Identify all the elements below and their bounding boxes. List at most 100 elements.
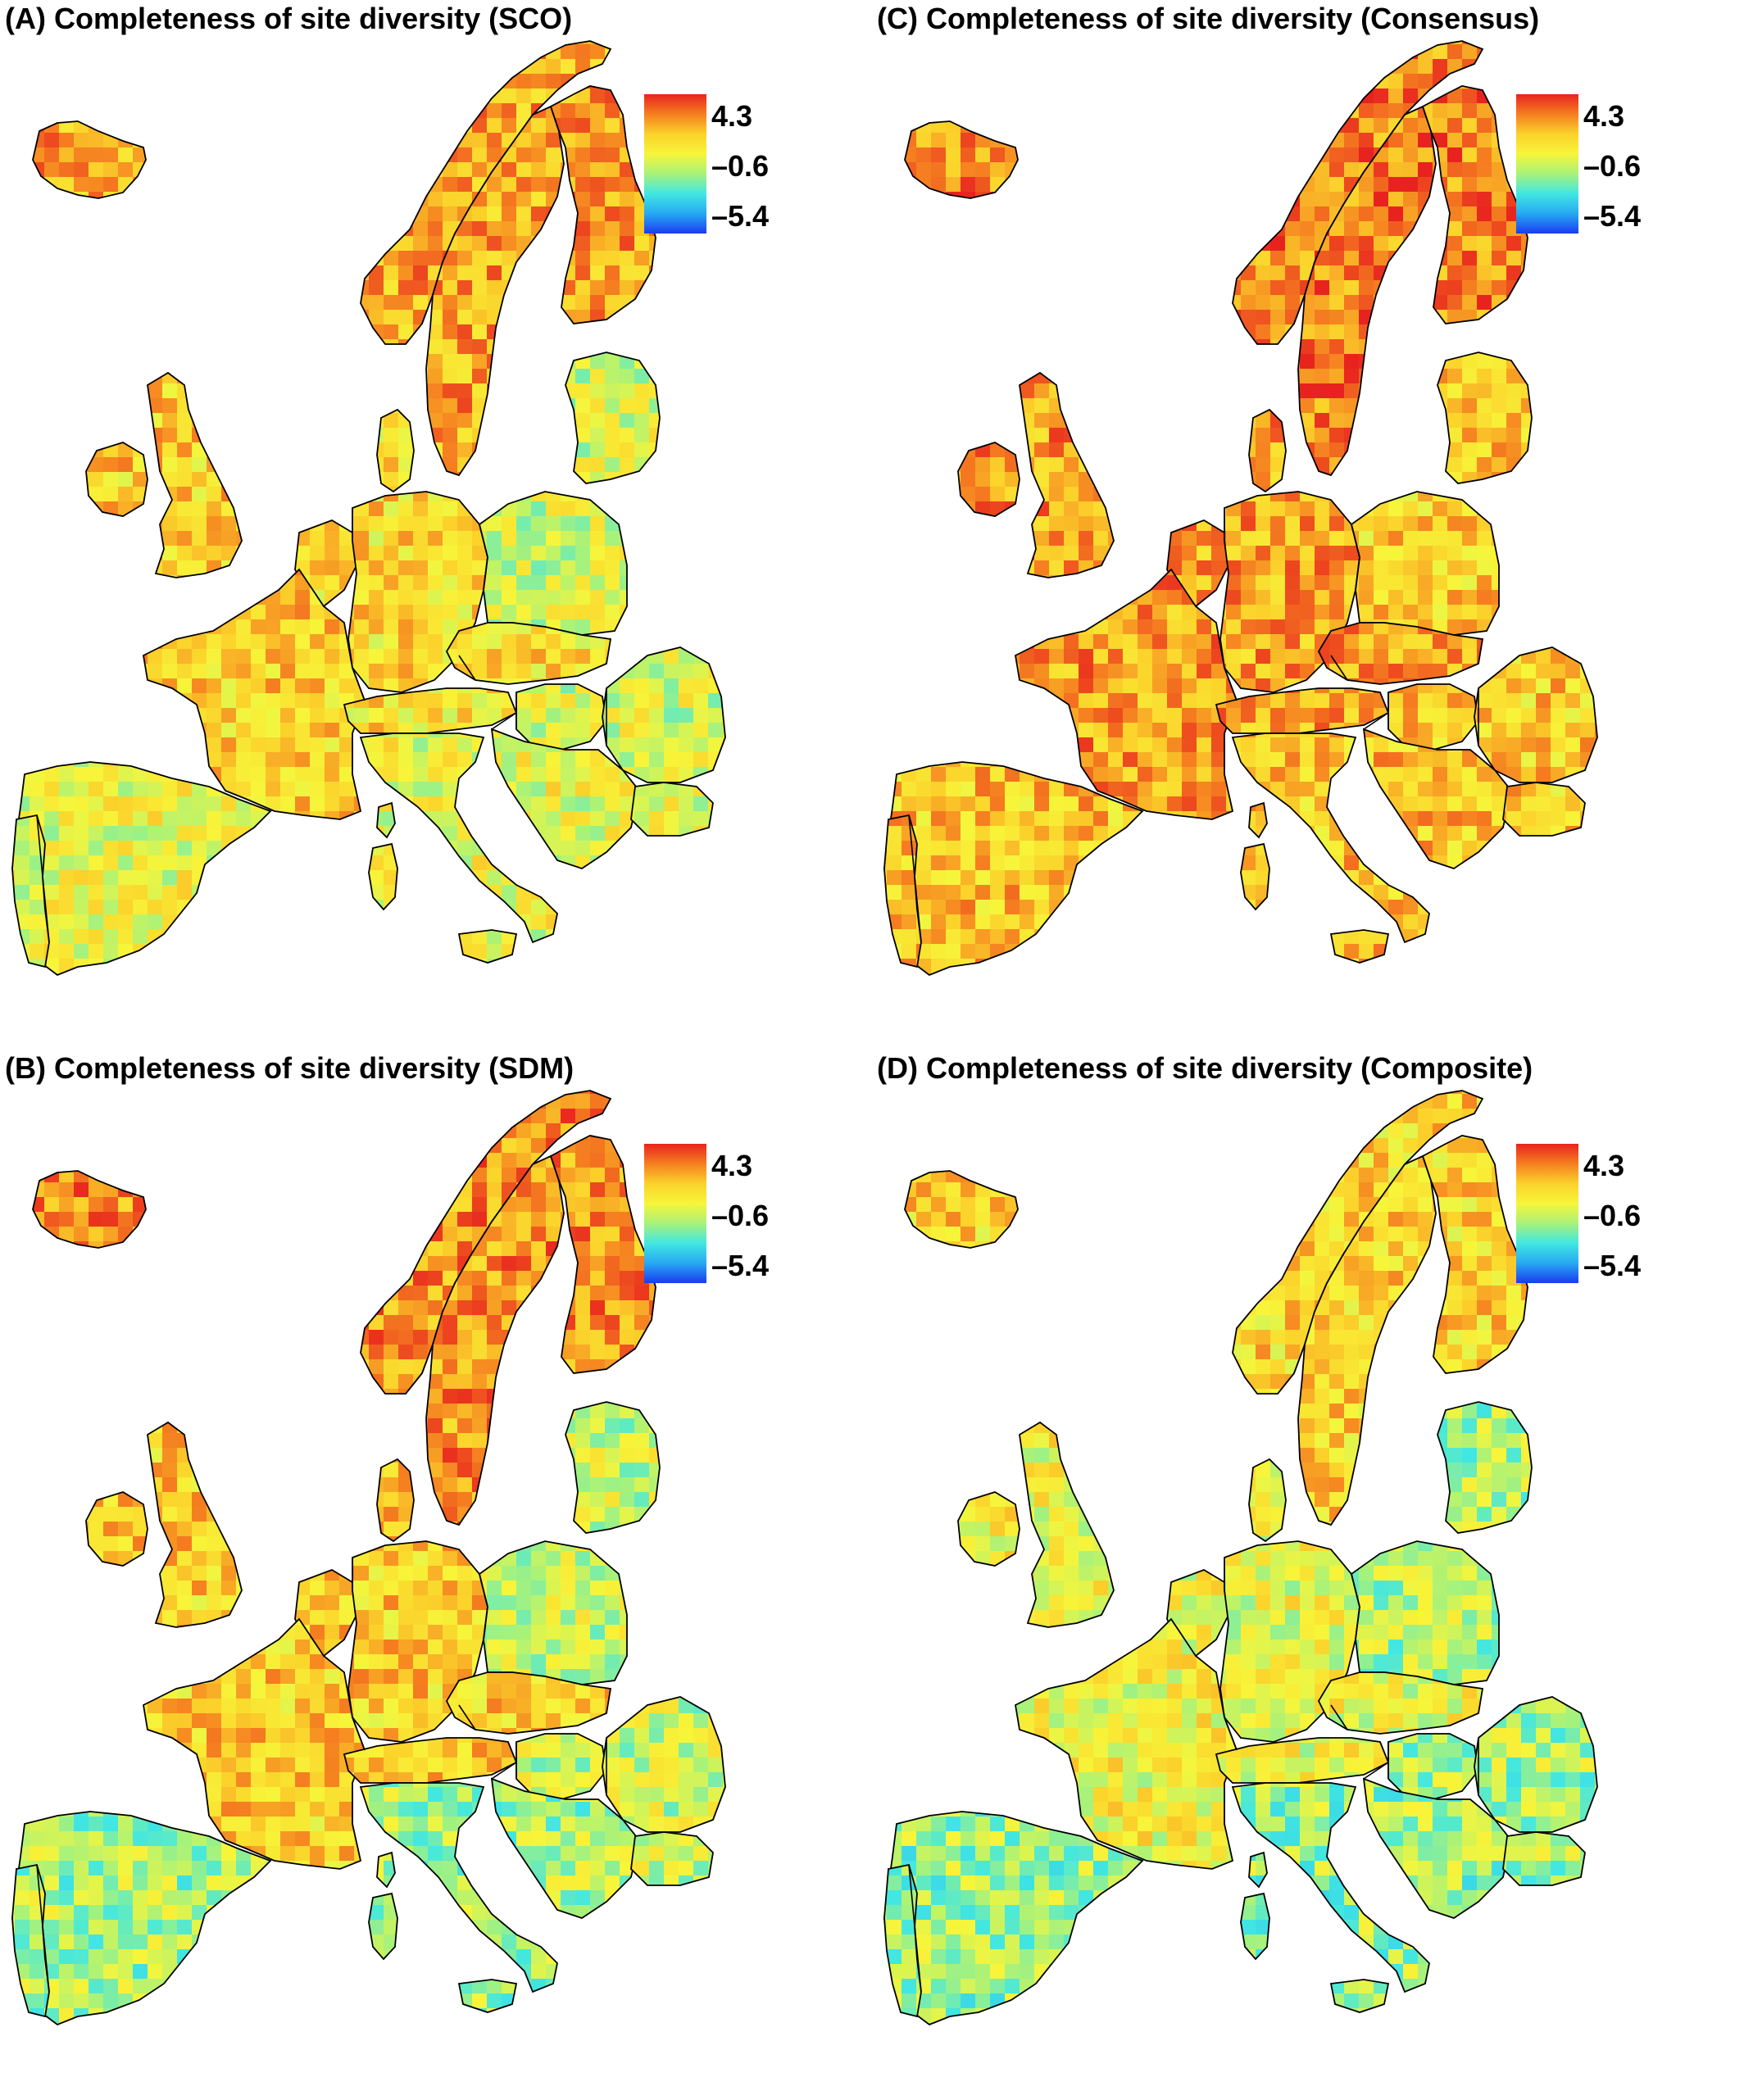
- border-france: [1015, 568, 1238, 820]
- europe-map: [11, 1090, 726, 2026]
- border-switzerland-austria: [343, 1737, 518, 1784]
- colorbar-label: –0.6: [711, 1199, 770, 1232]
- border-baltics: [1437, 1401, 1533, 1534]
- region-iceland: [33, 1171, 146, 1248]
- border-baltics: [565, 352, 661, 484]
- region-sicily: [459, 930, 516, 963]
- region-iceland: [33, 121, 146, 198]
- border-finland: [549, 1135, 656, 1374]
- region-baltics: [1437, 1402, 1532, 1533]
- panel-b: (B) Completeness of site diversity (SDM)…: [0, 1050, 872, 2099]
- colorbar-label: –5.4: [1583, 1249, 1642, 1282]
- border-switzerland-austria: [1215, 1737, 1390, 1784]
- border-great-britain: [147, 371, 243, 578]
- border-great-britain: [1019, 1421, 1115, 1628]
- colorbar-gradient: [1516, 1144, 1578, 1283]
- colorbar-label: 4.3: [1583, 99, 1625, 133]
- border-italy: [1231, 733, 1430, 944]
- region-baltics: [565, 352, 660, 483]
- border-france: [143, 1617, 366, 1870]
- border-denmark: [1248, 408, 1287, 493]
- border-czech-slovakia: [445, 1671, 612, 1735]
- colorbar-label: 4.3: [1583, 1149, 1625, 1182]
- border-czech-slovakia: [445, 622, 612, 685]
- colorbar-label: 4.3: [711, 99, 753, 133]
- region-switzerland-austria: [344, 1738, 516, 1783]
- border-ireland: [957, 442, 1020, 517]
- border-bulgaria: [1502, 782, 1586, 837]
- region-poland: [479, 1541, 627, 1685]
- border-hungary: [1387, 683, 1479, 751]
- country-border: [352, 1717, 366, 1751]
- border-ireland: [957, 1491, 1020, 1567]
- country-border: [1224, 1717, 1238, 1751]
- border-ireland: [85, 442, 148, 517]
- country-border: [36, 814, 50, 943]
- country-border: [405, 294, 434, 345]
- border-poland: [478, 491, 628, 636]
- europe-map: [11, 40, 726, 977]
- border-iceland: [904, 1170, 1019, 1249]
- colorbar-label: –0.6: [711, 149, 770, 183]
- border-sardinia: [368, 1892, 398, 1961]
- border-bulgaria: [630, 782, 714, 837]
- border-hungary: [515, 683, 607, 751]
- country-border: [1422, 106, 1438, 148]
- border-sardinia: [1240, 842, 1270, 911]
- border-great-britain: [147, 1421, 243, 1628]
- border-iceland: [32, 120, 147, 199]
- region-baltics: [1437, 352, 1532, 483]
- colorbar-label: –5.4: [1583, 199, 1642, 233]
- border-poland: [1350, 491, 1500, 636]
- region-switzerland-austria: [1216, 1738, 1388, 1783]
- border-switzerland-austria: [343, 687, 518, 734]
- border-italy: [359, 1782, 558, 1993]
- country-border: [352, 667, 366, 701]
- border-denmark: [1248, 1458, 1287, 1543]
- border-czech-slovakia: [1317, 622, 1484, 685]
- panel-title: (C) Completeness of site diversity (Cons…: [877, 2, 1540, 35]
- border-baltics: [565, 1401, 661, 1534]
- country-border: [550, 1155, 566, 1198]
- country-border: [491, 1762, 517, 1780]
- region-sicily: [459, 1980, 516, 2012]
- border-corsica: [1248, 1851, 1268, 1889]
- border-portugal: [883, 814, 922, 968]
- border-denmark: [376, 1458, 415, 1543]
- region-ireland: [86, 442, 148, 516]
- border-finland: [1421, 85, 1528, 324]
- country-border: [491, 712, 517, 730]
- border-hungary: [515, 1733, 607, 1800]
- border-italy: [1231, 1782, 1430, 1993]
- colorbar-gradient: [1516, 94, 1578, 234]
- panel-a: (A) Completeness of site diversity (SCO)…: [0, 0, 872, 1050]
- country-border: [1330, 655, 1348, 681]
- border-bulgaria: [630, 1831, 714, 1886]
- border-france: [143, 568, 366, 820]
- border-great-britain: [1019, 371, 1115, 578]
- region-iceland: [905, 121, 1018, 198]
- country-border: [1277, 1344, 1306, 1395]
- region-czech-slovakia: [447, 1672, 611, 1734]
- border-balkans: [1362, 1777, 1512, 1919]
- border-sicily: [457, 929, 518, 964]
- border-germany: [1219, 491, 1360, 693]
- country-border: [1351, 1573, 1360, 1640]
- region-czech-slovakia: [447, 623, 611, 684]
- country-border: [1224, 667, 1238, 701]
- country-border: [479, 1573, 488, 1640]
- border-corsica: [1248, 801, 1268, 839]
- border-iceland: [904, 120, 1019, 199]
- country-border: [458, 1704, 476, 1730]
- country-border: [1363, 712, 1389, 730]
- border-germany: [347, 491, 488, 693]
- border-hungary: [1387, 1733, 1479, 1800]
- border-sicily: [457, 1979, 518, 2013]
- country-border: [405, 1344, 434, 1395]
- colorbar-label: –0.6: [1583, 1199, 1642, 1232]
- border-poland: [478, 1540, 628, 1685]
- country-border: [550, 106, 566, 148]
- border-germany: [347, 1540, 488, 1743]
- colorbar-label: –5.4: [711, 1249, 770, 1282]
- border-corsica: [376, 801, 396, 839]
